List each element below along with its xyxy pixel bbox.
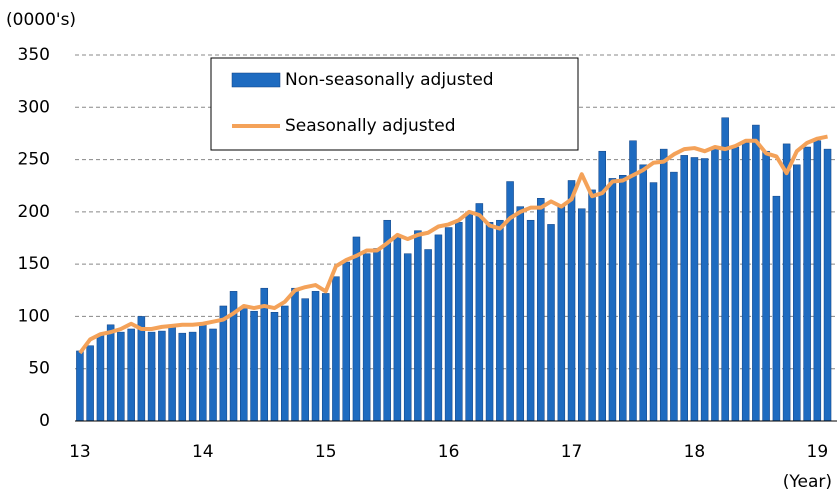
bar bbox=[178, 332, 187, 422]
bar bbox=[649, 182, 658, 422]
bar bbox=[168, 325, 176, 422]
bar bbox=[567, 180, 576, 422]
bar bbox=[577, 208, 586, 422]
bar bbox=[414, 230, 422, 422]
bar bbox=[475, 203, 484, 422]
bar bbox=[465, 211, 473, 422]
x-unit-label: (Year) bbox=[783, 472, 832, 492]
bar bbox=[516, 206, 525, 422]
bar bbox=[403, 253, 412, 422]
bar bbox=[383, 219, 391, 422]
bar bbox=[741, 142, 750, 422]
x-tick-label: 14 bbox=[192, 442, 214, 462]
bar bbox=[373, 248, 381, 422]
bar bbox=[137, 316, 146, 422]
bar bbox=[209, 328, 217, 422]
bar bbox=[219, 305, 228, 422]
y-tick-label: 100 bbox=[18, 306, 50, 326]
x-tick-label: 13 bbox=[69, 442, 91, 462]
bar bbox=[188, 331, 197, 422]
bar bbox=[239, 307, 248, 422]
bar bbox=[793, 164, 801, 422]
y-unit-label: (0000's) bbox=[6, 10, 76, 30]
bar bbox=[752, 124, 760, 422]
bar bbox=[823, 148, 832, 422]
y-tick-label: 350 bbox=[18, 45, 50, 65]
line bbox=[78, 134, 828, 355]
bar bbox=[619, 175, 627, 422]
bar bbox=[270, 311, 279, 422]
bar bbox=[117, 331, 125, 422]
bar bbox=[639, 164, 647, 422]
bar bbox=[352, 236, 361, 422]
bar bbox=[147, 331, 156, 422]
bar bbox=[680, 155, 688, 422]
bar bbox=[362, 253, 371, 422]
x-tick-label: 19 bbox=[807, 442, 829, 462]
bar bbox=[772, 195, 781, 422]
bar bbox=[281, 305, 289, 422]
legend-label: Non-seasonally adjusted bbox=[285, 70, 494, 90]
plot-area bbox=[76, 117, 832, 422]
bar bbox=[700, 158, 709, 422]
bar bbox=[526, 219, 535, 422]
bar bbox=[659, 148, 668, 422]
bar bbox=[537, 198, 545, 422]
y-tick-label: 50 bbox=[28, 359, 50, 379]
bar bbox=[690, 157, 699, 422]
bar bbox=[321, 293, 330, 422]
bar bbox=[547, 224, 555, 422]
bar bbox=[444, 227, 453, 422]
bar bbox=[199, 324, 207, 422]
bar bbox=[76, 350, 84, 422]
bar bbox=[127, 328, 135, 422]
bar bbox=[670, 171, 678, 422]
y-tick-label: 250 bbox=[18, 150, 50, 170]
x-tick-label: 17 bbox=[561, 442, 583, 462]
y-tick-label: 200 bbox=[18, 202, 50, 222]
bar bbox=[86, 345, 94, 422]
bar bbox=[721, 117, 729, 422]
bar bbox=[455, 222, 463, 422]
bar bbox=[106, 324, 115, 422]
bar bbox=[496, 219, 504, 422]
bar bbox=[424, 249, 432, 422]
bar bbox=[588, 189, 596, 422]
bar bbox=[813, 140, 822, 422]
bar bbox=[762, 150, 770, 422]
y-tick-label: 150 bbox=[18, 254, 50, 274]
bar bbox=[803, 146, 811, 422]
bar bbox=[731, 146, 740, 422]
x-tick-label: 18 bbox=[684, 442, 706, 462]
bar bbox=[311, 291, 320, 422]
bar bbox=[711, 146, 719, 422]
bar bbox=[608, 178, 617, 422]
bar bbox=[434, 234, 443, 422]
x-tick-label: 15 bbox=[315, 442, 337, 462]
bar bbox=[342, 261, 350, 422]
x-tick-label: 16 bbox=[438, 442, 460, 462]
bar bbox=[782, 143, 791, 422]
bar bbox=[301, 298, 309, 422]
bar bbox=[557, 206, 566, 422]
bar bbox=[158, 330, 166, 422]
bar bbox=[393, 236, 402, 422]
legend-swatch bbox=[231, 72, 281, 88]
bar bbox=[485, 222, 494, 422]
bar bbox=[96, 335, 105, 422]
y-tick-label: 0 bbox=[39, 411, 50, 431]
bar bbox=[332, 276, 340, 422]
bar bbox=[629, 140, 637, 422]
legend-label: Seasonally adjusted bbox=[285, 116, 456, 136]
legend: Non-seasonally adjusted Seasonally adjust… bbox=[210, 57, 579, 151]
y-tick-label: 300 bbox=[18, 97, 50, 117]
bar bbox=[291, 287, 299, 422]
bar bbox=[250, 310, 258, 422]
